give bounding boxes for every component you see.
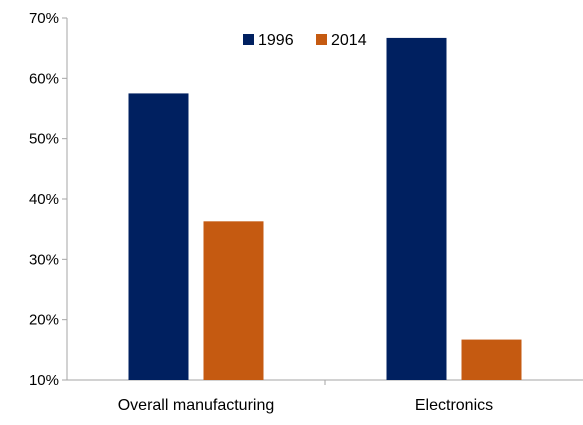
- bar-2014-0: [203, 221, 264, 380]
- legend-label-2014: 2014: [331, 32, 367, 49]
- bar-1996-1: [386, 37, 447, 380]
- legend-swatch-1996: [243, 34, 254, 45]
- legend-swatch-2014: [316, 34, 327, 45]
- y-tick-label: 30%: [29, 251, 59, 268]
- y-axis: 10% 20% 30% 40% 50% 60% 70%: [29, 10, 68, 389]
- x-axis: Overall manufacturing Electronics: [67, 379, 583, 414]
- legend-label-1996: 1996: [258, 32, 294, 49]
- bars: [128, 37, 522, 381]
- y-tick-label: 50%: [29, 131, 59, 148]
- y-tick-label: 60%: [29, 70, 59, 87]
- y-tick-label: 10%: [29, 372, 59, 389]
- bar-1996-0: [128, 93, 189, 381]
- bar-2014-1: [461, 339, 522, 380]
- x-tick-label: Overall manufacturing: [118, 397, 275, 414]
- legend: 1996 2014: [243, 32, 367, 49]
- y-tick-label: 20%: [29, 312, 59, 329]
- y-tick-label: 70%: [29, 10, 59, 27]
- x-tick-label: Electronics: [415, 397, 493, 414]
- y-tick-label: 40%: [29, 191, 59, 208]
